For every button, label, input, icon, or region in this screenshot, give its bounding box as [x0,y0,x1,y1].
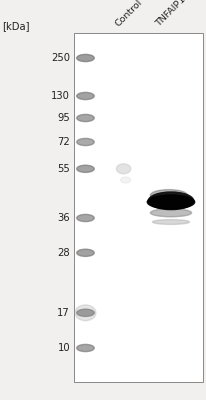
Ellipse shape [150,190,187,201]
Text: 130: 130 [51,91,70,101]
Ellipse shape [116,164,131,174]
Ellipse shape [77,54,94,62]
Text: Control: Control [113,0,144,29]
Text: 17: 17 [57,308,70,318]
Ellipse shape [121,177,131,183]
Ellipse shape [77,249,94,256]
Ellipse shape [148,192,194,210]
Text: TNFAIP1: TNFAIP1 [154,0,188,29]
Ellipse shape [77,165,94,172]
Text: 36: 36 [57,213,70,223]
Text: 95: 95 [57,113,70,123]
Ellipse shape [77,214,94,222]
Text: 10: 10 [57,343,70,353]
Ellipse shape [77,92,94,100]
Ellipse shape [147,195,195,209]
Ellipse shape [77,114,94,122]
Text: 72: 72 [57,137,70,147]
Text: [kDa]: [kDa] [2,21,29,31]
Bar [74,33,203,382]
Text: 28: 28 [57,248,70,258]
Ellipse shape [77,138,94,146]
Ellipse shape [152,220,190,224]
Ellipse shape [77,344,94,352]
Ellipse shape [150,209,192,217]
Text: 55: 55 [57,164,70,174]
Ellipse shape [77,309,94,316]
Ellipse shape [75,305,96,321]
Text: 250: 250 [51,53,70,63]
